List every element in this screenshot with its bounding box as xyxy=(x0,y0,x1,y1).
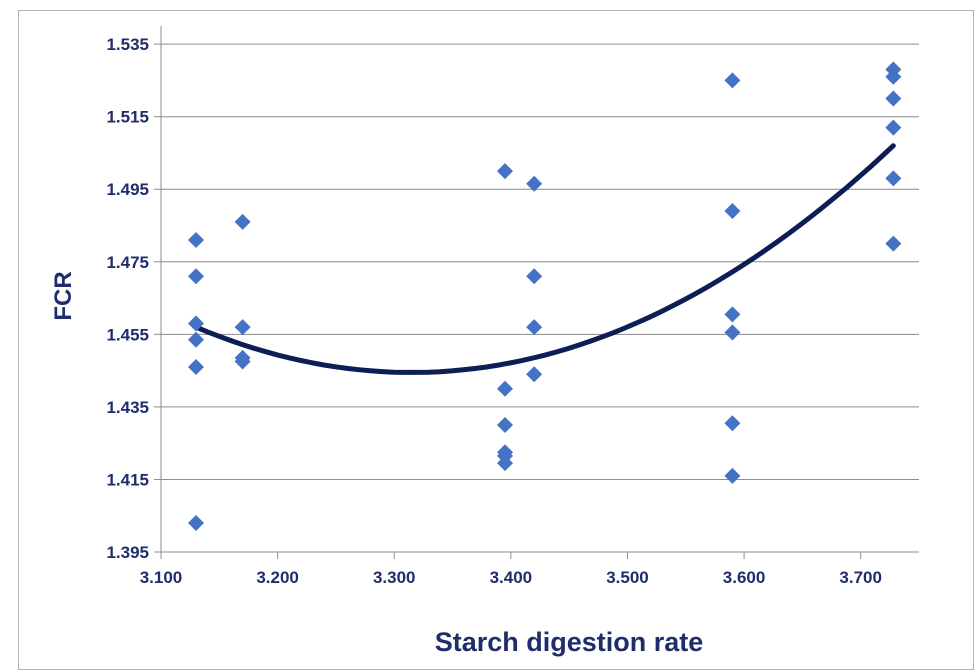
data-point xyxy=(885,235,902,252)
y-tick-label: 1.415 xyxy=(106,470,149,489)
data-point xyxy=(187,514,204,531)
data-point xyxy=(497,455,514,472)
data-point xyxy=(885,170,902,187)
data-point xyxy=(526,319,543,336)
axes xyxy=(160,26,919,559)
x-tick-label: 3.400 xyxy=(490,568,533,587)
data-point xyxy=(724,415,741,432)
x-tick-label: 3.700 xyxy=(839,568,882,587)
data-point xyxy=(497,163,514,180)
data-point xyxy=(724,72,741,89)
data-point xyxy=(234,319,251,336)
y-tick-label: 1.455 xyxy=(106,325,149,344)
data-point xyxy=(234,213,251,230)
y-tick-label: 1.475 xyxy=(106,253,149,272)
data-point xyxy=(724,467,741,484)
y-tick-label: 1.435 xyxy=(106,398,149,417)
y-tick-label: 1.495 xyxy=(106,180,149,199)
gridlines xyxy=(154,43,919,553)
data-point xyxy=(187,331,204,348)
x-axis-title: Starch digestion rate xyxy=(435,627,704,657)
data-point xyxy=(187,358,204,375)
data-point xyxy=(497,417,514,434)
trendline xyxy=(193,143,896,375)
x-tick-labels: 3.100 3.200 3.300 3.400 3.500 3.600 3.700 xyxy=(140,568,882,587)
data-point xyxy=(724,203,741,220)
data-point xyxy=(885,90,902,107)
y-tick-labels: 1.395 1.415 1.435 1.455 1.475 1.495 1.515 1.535 xyxy=(106,35,149,562)
data-point xyxy=(526,268,543,285)
y-tick-label: 1.515 xyxy=(106,108,149,127)
data-point xyxy=(187,232,204,249)
data-point xyxy=(526,366,543,383)
x-tick-label: 3.500 xyxy=(606,568,649,587)
y-tick-label: 1.395 xyxy=(106,543,149,562)
y-axis-title: FCR xyxy=(50,271,77,320)
x-tick-label: 3.200 xyxy=(256,568,299,587)
data-point xyxy=(187,315,204,332)
x-tick-label: 3.300 xyxy=(373,568,416,587)
data-points xyxy=(187,61,902,531)
data-point xyxy=(885,68,902,85)
data-point xyxy=(885,119,902,136)
data-point xyxy=(234,353,251,370)
data-point xyxy=(497,380,514,397)
x-tick-label: 3.600 xyxy=(723,568,766,587)
chart-frame: 1.395 1.415 1.435 1.455 1.475 1.495 1.515 1.535… xyxy=(18,10,974,670)
scatter-chart: 1.395 1.415 1.435 1.455 1.475 1.495 1.515 1.535… xyxy=(50,26,919,657)
y-tick-label: 1.535 xyxy=(106,35,149,54)
data-point xyxy=(724,324,741,341)
data-point xyxy=(724,306,741,323)
x-tick-label: 3.100 xyxy=(140,568,183,587)
data-point xyxy=(526,175,543,192)
data-point xyxy=(187,268,204,285)
